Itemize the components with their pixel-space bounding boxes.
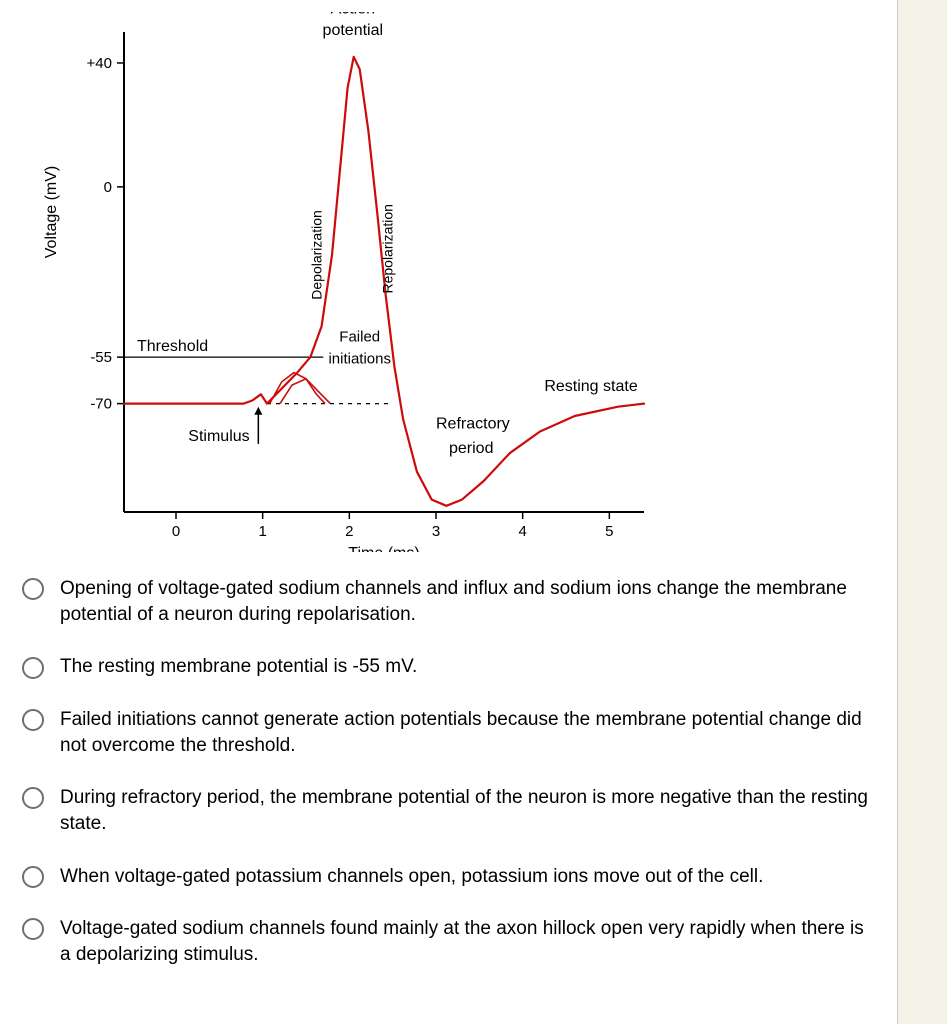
radio-button[interactable]	[22, 787, 44, 809]
svg-text:potential: potential	[323, 22, 384, 39]
radio-button[interactable]	[22, 578, 44, 600]
radio-button[interactable]	[22, 866, 44, 888]
svg-text:Depolarization: Depolarization	[309, 210, 325, 300]
option-text: Voltage-gated sodium channels found main…	[60, 916, 875, 968]
option-text: When voltage-gated potassium channels op…	[60, 864, 763, 890]
radio-button[interactable]	[22, 918, 44, 940]
svg-text:Refractory: Refractory	[436, 415, 510, 432]
svg-text:3: 3	[432, 523, 440, 540]
answer-option[interactable]: Opening of voltage-gated sodium channels…	[22, 576, 875, 628]
answer-option[interactable]: Voltage-gated sodium channels found main…	[22, 916, 875, 968]
option-text: Opening of voltage-gated sodium channels…	[60, 576, 875, 628]
svg-text:-70: -70	[90, 396, 112, 413]
option-text: The resting membrane potential is -55 mV…	[60, 654, 417, 680]
svg-text:Voltage (mV): Voltage (mV)	[43, 166, 60, 258]
answer-option[interactable]: During refractory period, the membrane p…	[22, 785, 875, 837]
svg-text:5: 5	[605, 523, 613, 540]
svg-text:+40: +40	[87, 55, 112, 72]
svg-text:Action: Action	[331, 12, 375, 17]
side-gutter	[898, 0, 947, 1024]
answer-option[interactable]: The resting membrane potential is -55 mV…	[22, 654, 875, 680]
svg-text:2: 2	[345, 523, 353, 540]
radio-button[interactable]	[22, 657, 44, 679]
svg-text:Threshold: Threshold	[137, 338, 208, 355]
radio-button[interactable]	[22, 709, 44, 731]
svg-text:period: period	[449, 440, 493, 457]
svg-text:0: 0	[104, 179, 112, 196]
svg-text:4: 4	[518, 523, 526, 540]
svg-text:Resting state: Resting state	[544, 378, 637, 395]
svg-text:Time (ms): Time (ms)	[348, 545, 419, 552]
answer-option[interactable]: When voltage-gated potassium channels op…	[22, 864, 875, 890]
option-text: Failed initiations cannot generate actio…	[60, 707, 875, 759]
answer-option[interactable]: Failed initiations cannot generate actio…	[22, 707, 875, 759]
svg-text:1: 1	[258, 523, 266, 540]
svg-text:initiations: initiations	[328, 350, 391, 367]
answer-options: Opening of voltage-gated sodium channels…	[18, 576, 879, 968]
svg-text:Failed: Failed	[339, 329, 380, 346]
svg-text:-55: -55	[90, 349, 112, 366]
question-panel: +40 0 -55 -70 0 1 2 3 4 5 Time (ms) Voltage (mV) Act…	[0, 0, 898, 1024]
option-text: During refractory period, the membrane p…	[60, 785, 875, 837]
svg-text:Repolarization: Repolarization	[380, 204, 396, 294]
action-potential-chart: +40 0 -55 -70 0 1 2 3 4 5 Time (ms) Voltage (mV) Act…	[24, 12, 664, 552]
svg-text:0: 0	[172, 523, 180, 540]
svg-text:Stimulus: Stimulus	[188, 428, 249, 445]
